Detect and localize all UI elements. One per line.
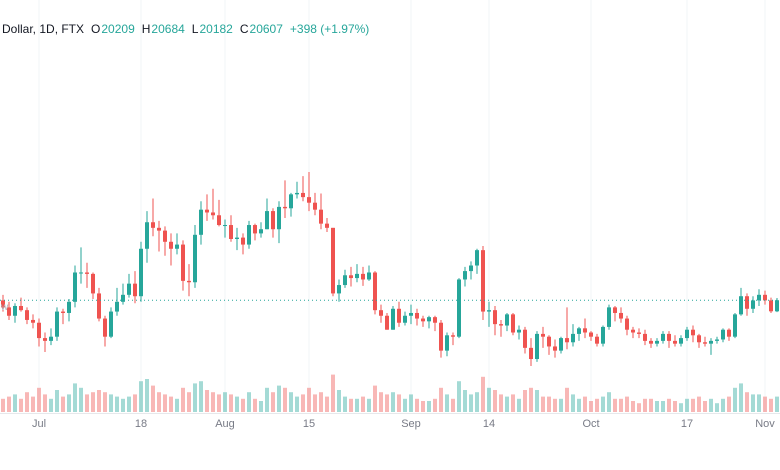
low-value: 20182 bbox=[199, 22, 233, 36]
time-axis-label: 15 bbox=[303, 418, 315, 430]
close-label: C bbox=[239, 22, 249, 36]
ohlc-legend: Dollar, 1D, FTX O20209 H20684 L20182 C20… bbox=[2, 22, 369, 36]
open-value: 20209 bbox=[101, 22, 135, 36]
time-axis-label: 17 bbox=[681, 418, 693, 430]
time-axis-label: 14 bbox=[483, 418, 495, 430]
close-readout: C20607 bbox=[240, 22, 283, 36]
time-axis-label: Aug bbox=[215, 418, 235, 430]
low-readout: L20182 bbox=[192, 22, 233, 36]
open-readout: O20209 bbox=[91, 22, 135, 36]
close-value: 20607 bbox=[249, 22, 283, 36]
low-label: L bbox=[191, 22, 199, 36]
volume-layer bbox=[1, 374, 779, 412]
time-axis-label: Nov bbox=[755, 418, 775, 430]
symbol-title[interactable]: Dollar, 1D, FTX bbox=[2, 22, 85, 36]
high-readout: H20684 bbox=[142, 22, 185, 36]
time-axis-label: Jul bbox=[32, 418, 46, 430]
change-value: +398 (+1.97%) bbox=[289, 22, 370, 36]
time-axis-label: Sep bbox=[401, 418, 421, 430]
time-axis-label: Oct bbox=[582, 418, 599, 430]
watermark-text: w bbox=[1, 302, 9, 313]
high-value: 20684 bbox=[151, 22, 185, 36]
time-axis-label: 18 bbox=[135, 418, 147, 430]
time-axis[interactable]: Jul 18 Aug 15 Sep 14 Oct 17 Nov bbox=[0, 413, 780, 431]
grid-layer bbox=[38, 0, 766, 412]
high-label: H bbox=[141, 22, 151, 36]
candle-layer bbox=[1, 172, 779, 366]
open-label: O bbox=[91, 22, 101, 36]
